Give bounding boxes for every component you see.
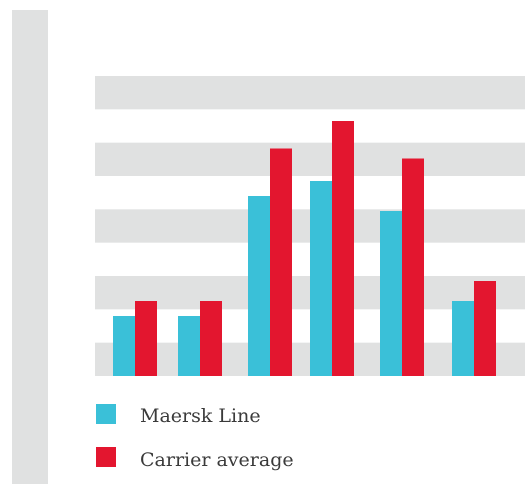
bars-group	[113, 121, 496, 376]
left-grey-strip	[12, 10, 48, 484]
bar-carrier-average-2	[200, 301, 222, 376]
legend-label-maersk-line: Maersk Line	[140, 405, 261, 427]
bar-carrier-average-5	[402, 158, 424, 376]
grid-stripe	[95, 142, 525, 176]
bar-maersk-line-2	[178, 316, 200, 376]
bar-carrier-average-4	[332, 121, 354, 376]
legend: Maersk Line Carrier average	[96, 404, 294, 471]
grid-stripe	[95, 76, 525, 110]
bar-maersk-line-1	[113, 316, 135, 376]
bar-carrier-average-6	[474, 281, 496, 376]
bar-carrier-average-3	[270, 148, 292, 376]
legend-swatch-maersk-line	[96, 404, 116, 424]
legend-swatch-carrier-average	[96, 447, 116, 467]
bar-maersk-line-3	[248, 196, 270, 376]
bar-maersk-line-5	[380, 211, 402, 376]
bar-carrier-average-1	[135, 301, 157, 376]
legend-label-carrier-average: Carrier average	[140, 449, 294, 471]
bar-maersk-line-4	[310, 181, 332, 376]
bar-maersk-line-6	[452, 301, 474, 376]
